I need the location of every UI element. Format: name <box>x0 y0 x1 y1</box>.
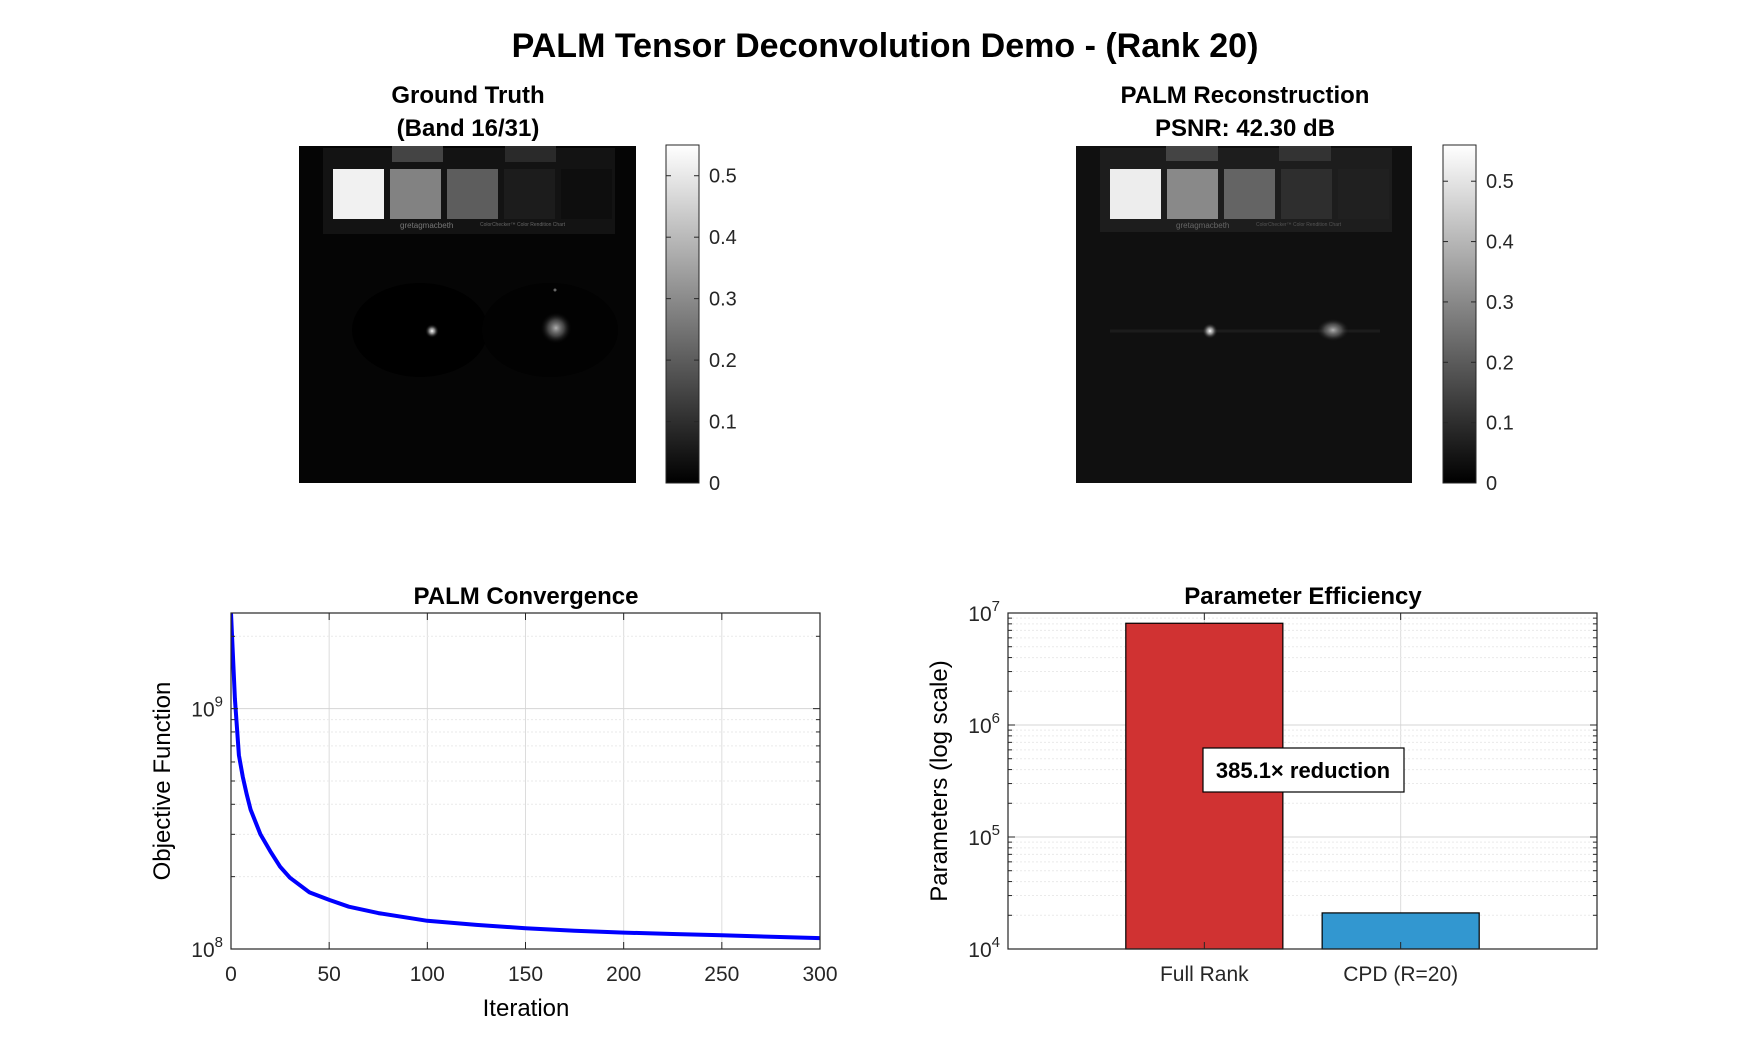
y-tick-base: 10 <box>191 699 214 722</box>
colorbar-tick-label: 0 <box>1486 473 1497 495</box>
y-tick-label: 105 <box>968 822 1000 850</box>
y-tick-exponent: 9 <box>215 694 223 711</box>
reconstruction-image: gretagmacbeth ColorChecker™ Color Rendit… <box>1076 146 1412 483</box>
reconstruction-colorbar: 0 0.1 0.2 0.3 0.4 0.5 <box>1442 144 1514 495</box>
convergence-title: PALM Convergence <box>414 583 639 610</box>
gt-patch-3 <box>447 169 498 219</box>
colorbar-tick-label: 0.1 <box>709 412 737 434</box>
y-tick-label: 109 <box>191 694 223 722</box>
y-tick-base: 10 <box>968 715 991 738</box>
colorbar-tick-label: 0 <box>709 473 720 495</box>
x-tick-label: 200 <box>606 963 641 986</box>
gt-top-patch-1 <box>392 146 443 162</box>
gt-patch-5 <box>561 169 612 219</box>
efficiency-plot: Parameter Efficiency Full Rank CPD (R=20)… <box>926 583 1598 986</box>
colorbar-tick-label: 0.1 <box>1486 413 1514 435</box>
rec-chart-label-small: gretagmacbeth <box>1176 221 1229 230</box>
gt-chart-label-small: gretagmacbeth <box>400 221 453 230</box>
colorbar-tick-label: 0.2 <box>1486 352 1514 374</box>
x-tick-label: 50 <box>317 963 340 986</box>
rec-patch-2 <box>1167 169 1218 219</box>
y-tick-base: 10 <box>968 939 991 962</box>
reduction-annotation: 385.1× reduction <box>1202 747 1405 793</box>
ground-truth-image: gretagmacbeth ColorChecker™ Color Rendit… <box>299 146 636 483</box>
colorbar-tick-label: 0.5 <box>1486 171 1514 193</box>
reduction-annotation-text: 385.1× reduction <box>1216 758 1390 783</box>
rec-chart-label-tiny: ColorChecker™ Color Rendition Chart <box>1256 222 1342 228</box>
y-tick-base: 10 <box>968 827 991 850</box>
x-tick-label: 250 <box>704 963 739 986</box>
y-tick-exponent: 4 <box>992 934 1000 951</box>
x-tick-label: 300 <box>802 963 837 986</box>
convergence-x-label: Iteration <box>483 995 570 1022</box>
colorbar-tick-label: 0.5 <box>709 166 737 188</box>
rec-patch-4 <box>1281 169 1332 219</box>
ground-truth-title-line1: Ground Truth <box>391 82 544 109</box>
gt-patch-1 <box>333 169 384 219</box>
convergence-y-label: Objective Function <box>149 682 176 881</box>
gt-small-dot <box>553 288 557 292</box>
rec-top-patch-2 <box>1279 146 1331 161</box>
colorbar-tick-label: 0.3 <box>709 289 737 311</box>
category-label: Full Rank <box>1160 963 1249 986</box>
convergence-plot: PALM Convergence 0 50 100 150 200 250 30010810… <box>149 583 838 1022</box>
efficiency-title: Parameter Efficiency <box>1184 583 1422 610</box>
rec-bright-spot <box>1202 323 1218 339</box>
gt-bright-spot <box>425 324 439 338</box>
figure-title: PALM Tensor Deconvolution Demo - (Rank 2… <box>512 27 1259 65</box>
y-tick-exponent: 7 <box>992 598 1000 615</box>
gt-bright-blob <box>540 312 572 344</box>
rec-bright-blob <box>1316 318 1350 342</box>
gt-dark-region-left <box>352 283 488 377</box>
ground-truth-colorbar: 0 0.1 0.2 0.3 0.4 0.5 <box>665 144 737 495</box>
rec-patch-3 <box>1224 169 1275 219</box>
colorbar-tick-label: 0.4 <box>1486 232 1514 254</box>
gt-patch-4 <box>504 169 555 219</box>
objective-series-line <box>231 613 820 941</box>
y-tick-label: 104 <box>968 934 1000 962</box>
colorbar-tick-label: 0.3 <box>1486 292 1514 314</box>
colorbar-tick-label: 0.4 <box>709 227 737 249</box>
y-tick-label: 107 <box>968 598 1000 626</box>
colorbar-tick-label: 0.2 <box>709 350 737 372</box>
rec-patch-1 <box>1110 169 1161 219</box>
gt-chart-label-tiny: ColorChecker™ Color Rendition Chart <box>480 222 566 228</box>
y-tick-base: 10 <box>968 603 991 626</box>
category-label: CPD (R=20) <box>1343 963 1458 986</box>
efficiency-y-label: Parameters (log scale) <box>926 660 953 901</box>
reconstruction-title-line2: PSNR: 42.30 dB <box>1155 115 1335 142</box>
y-tick-exponent: 8 <box>215 934 223 951</box>
y-tick-exponent: 5 <box>992 822 1000 839</box>
y-tick-label: 108 <box>191 934 223 962</box>
x-tick-label: 0 <box>225 963 237 986</box>
ground-truth-title-line2: (Band 16/31) <box>397 115 540 142</box>
x-tick-label: 150 <box>508 963 543 986</box>
y-tick-exponent: 6 <box>992 710 1000 727</box>
rec-top-patch-1 <box>1166 146 1218 161</box>
y-tick-label: 106 <box>968 710 1000 738</box>
x-tick-label: 100 <box>410 963 445 986</box>
ground-truth-panel: Ground Truth (Band 16/31) gretagmacbeth … <box>299 82 737 495</box>
y-tick-base: 10 <box>191 939 214 962</box>
gt-patch-2 <box>390 169 441 219</box>
gt-top-patch-2 <box>505 146 556 162</box>
reconstruction-panel: PALM Reconstruction PSNR: 42.30 dB greta… <box>1076 82 1514 495</box>
reconstruction-title-line1: PALM Reconstruction <box>1121 82 1370 109</box>
rec-patch-5 <box>1338 169 1389 219</box>
